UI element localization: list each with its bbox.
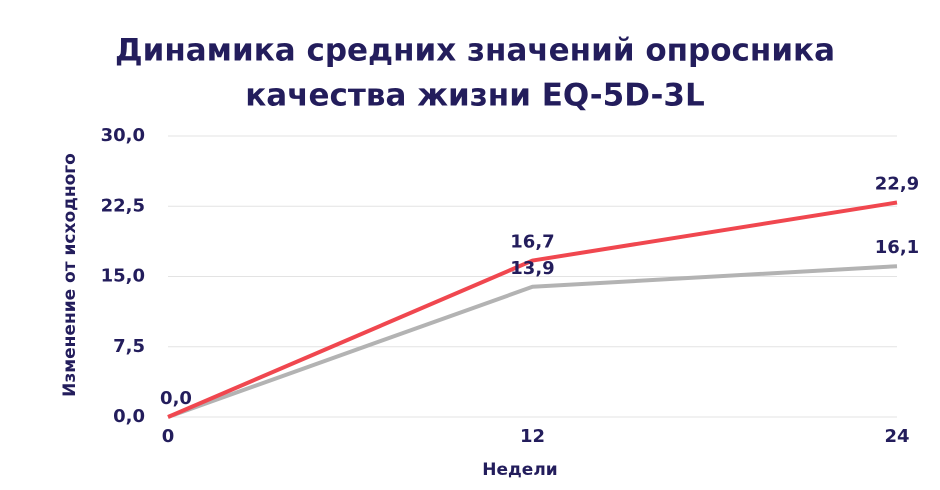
series-line bbox=[167, 264, 898, 419]
data-label: 0,0 bbox=[160, 388, 192, 409]
chart-subtitle: качества жизни EQ-5D-3L bbox=[245, 78, 705, 114]
y-axis-label: Изменение от исходного bbox=[60, 153, 80, 397]
y-tick-label: 30,0 bbox=[101, 125, 145, 146]
x-tick-label: 0 bbox=[162, 426, 175, 447]
series-line bbox=[167, 200, 898, 419]
data-label: 13,9 bbox=[510, 258, 554, 279]
y-tick-label: 15,0 bbox=[101, 266, 145, 287]
x-tick-label: 24 bbox=[884, 426, 909, 447]
y-tick-label: 22,5 bbox=[101, 195, 145, 216]
data-label: 22,9 bbox=[875, 174, 919, 195]
data-label: 16,7 bbox=[510, 232, 554, 253]
y-tick-label: 0,0 bbox=[113, 406, 145, 427]
x-axis-label: Недели bbox=[482, 460, 557, 480]
y-tick-label: 7,5 bbox=[113, 336, 145, 357]
x-tick-label: 12 bbox=[520, 426, 545, 447]
chart-title: Динамика средних значений опросника bbox=[115, 33, 835, 69]
data-label: 16,1 bbox=[875, 237, 919, 258]
